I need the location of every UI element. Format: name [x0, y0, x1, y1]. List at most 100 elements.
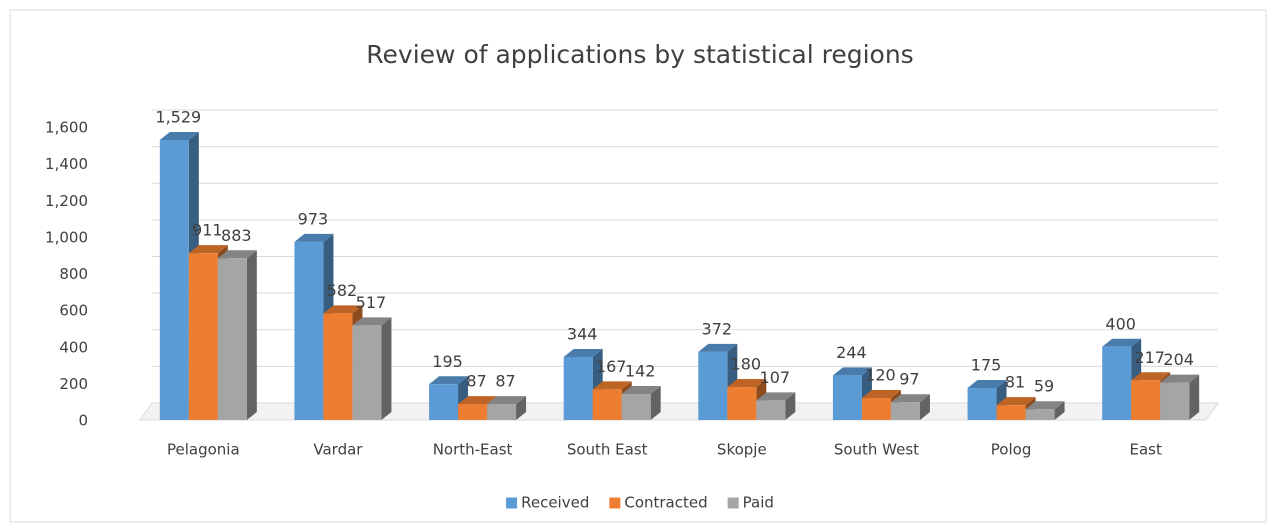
data-label: 1,529: [155, 108, 201, 127]
y-tick-label: 0: [78, 412, 88, 430]
y-tick-label: 800: [59, 265, 88, 283]
data-label: 195: [432, 352, 463, 371]
bar-top: [1025, 401, 1065, 410]
y-tick-label: 1,400: [45, 155, 88, 173]
bar-side: [1189, 374, 1200, 420]
y-tick-label: 1,200: [45, 192, 88, 210]
bar: [563, 357, 593, 420]
bar-top: [592, 381, 632, 390]
bar-top: [429, 376, 469, 385]
legend-label: Paid: [743, 494, 774, 512]
bar-top: [458, 396, 498, 405]
data-label: 883: [221, 226, 252, 245]
bar-top: [159, 132, 199, 141]
bar-top: [967, 379, 1007, 388]
bar: [1025, 409, 1055, 420]
data-label: 167: [596, 357, 627, 376]
legend-swatch: [727, 497, 739, 509]
bar: [188, 253, 218, 420]
data-label: 911: [192, 221, 223, 240]
bar-side: [785, 392, 796, 420]
bar: [294, 241, 324, 420]
bar: [621, 393, 651, 420]
bar: [429, 384, 459, 420]
legend-swatch: [506, 497, 518, 509]
chart-title: Review of applications by statistical re…: [366, 40, 913, 69]
bar-top: [352, 317, 392, 326]
bar: [698, 351, 728, 420]
bar: [967, 387, 997, 420]
bar: [487, 404, 517, 420]
bar: [352, 325, 382, 420]
x-tick-label: Skopje: [717, 441, 767, 459]
y-tick-label: 600: [59, 302, 88, 320]
data-label: 87: [495, 372, 515, 391]
bar: [861, 398, 891, 420]
data-label: 142: [625, 361, 656, 380]
bar: [890, 402, 920, 420]
bar-top: [698, 343, 738, 352]
data-label: 344: [567, 325, 598, 344]
bar-top: [1131, 372, 1171, 381]
data-label: 517: [356, 293, 387, 312]
y-tick-label: 1,600: [45, 119, 88, 137]
bar-side: [919, 394, 930, 420]
bar: [217, 258, 247, 420]
bar-top: [890, 394, 930, 403]
x-tick-label: North-East: [433, 441, 513, 459]
data-label: 107: [760, 368, 791, 387]
bar-top: [1160, 374, 1200, 383]
legend-swatch: [609, 497, 621, 509]
bar: [458, 404, 488, 420]
bar: [727, 387, 757, 420]
data-label: 204: [1163, 350, 1194, 369]
bar-side: [246, 250, 257, 420]
bar: [323, 313, 353, 420]
bar-side: [650, 385, 661, 420]
legend-label: Received: [521, 494, 589, 512]
bar: [756, 400, 786, 420]
bar-top: [487, 396, 527, 405]
bar-side: [381, 317, 392, 420]
data-label: 97: [899, 370, 919, 389]
bar-top: [621, 385, 661, 394]
data-label: 87: [466, 372, 486, 391]
data-label: 81: [1005, 373, 1025, 392]
bar: [832, 375, 862, 420]
bar: [592, 389, 622, 420]
y-tick-label: 1,000: [45, 228, 88, 246]
data-label: 217: [1134, 348, 1165, 367]
bar: [1131, 380, 1161, 420]
data-label: 973: [298, 209, 329, 228]
x-tick-label: South West: [834, 441, 919, 459]
bar-top: [217, 250, 257, 259]
bar-side: [516, 396, 527, 420]
data-label: 175: [971, 355, 1002, 374]
bar: [159, 140, 189, 420]
data-label: 59: [1034, 377, 1054, 396]
data-label: 120: [865, 366, 896, 385]
x-tick-label: East: [1130, 441, 1162, 459]
y-tick-label: 200: [59, 375, 88, 393]
bar-top: [563, 349, 603, 358]
bar-top: [188, 245, 228, 254]
bar-top: [727, 379, 767, 388]
x-tick-label: Pelagonia: [167, 441, 240, 459]
x-tick-label: South East: [567, 441, 648, 459]
x-tick-label: Polog: [991, 441, 1032, 459]
bar-top: [861, 390, 901, 399]
bar-top: [756, 392, 796, 401]
bar-top: [996, 397, 1036, 406]
bar-top: [832, 367, 872, 376]
data-label: 400: [1105, 314, 1136, 333]
bar-top: [1102, 338, 1142, 347]
data-label: 180: [731, 355, 762, 374]
y-tick-label: 400: [59, 338, 88, 356]
data-label: 372: [702, 319, 733, 338]
data-label: 582: [327, 281, 358, 300]
bar-side: [1054, 401, 1065, 420]
bar: [1102, 346, 1132, 420]
data-label: 244: [836, 343, 867, 362]
legend-label: Contracted: [624, 494, 707, 512]
